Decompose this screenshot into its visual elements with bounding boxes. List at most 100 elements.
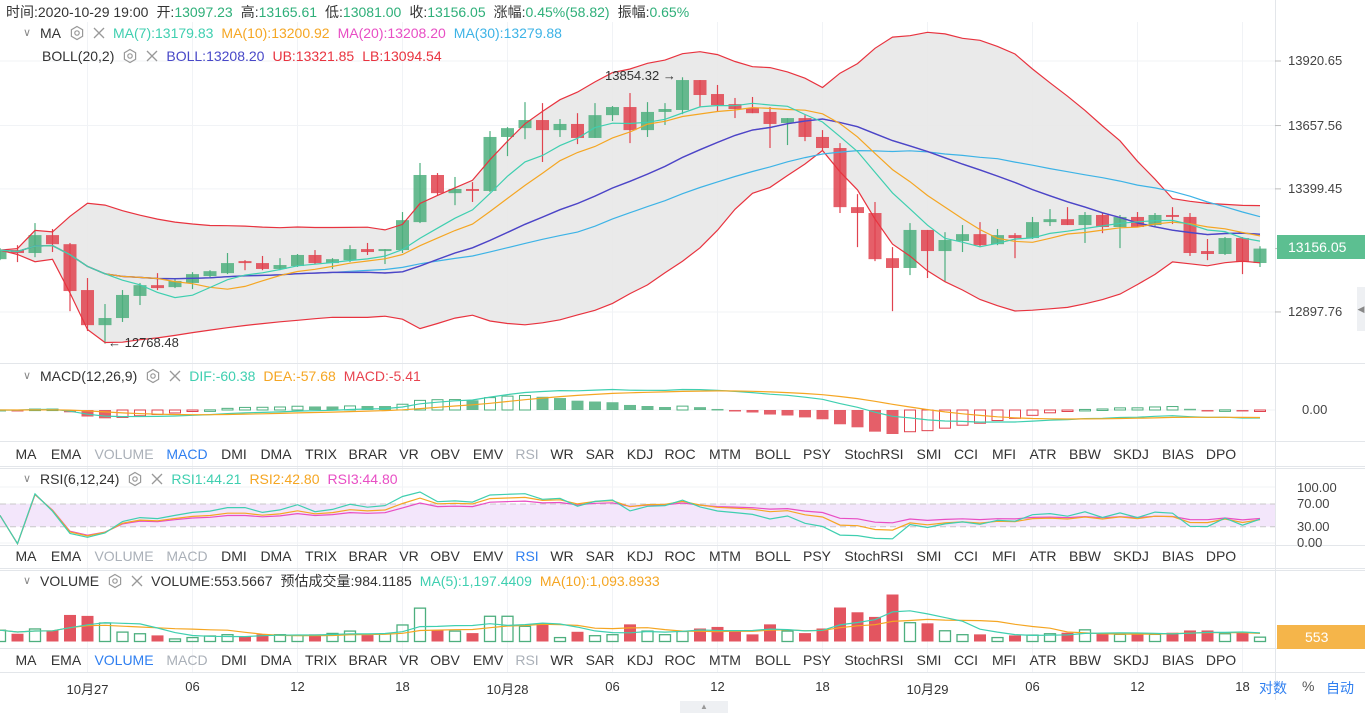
settings-icon[interactable] [69, 25, 85, 41]
indicator-tab-stochrsi[interactable]: StochRSI [844, 548, 904, 564]
indicator-tab-kdj[interactable]: KDJ [626, 548, 654, 564]
indicator-tab-volume[interactable]: VOLUME [94, 446, 154, 462]
indicator-tab-bbw[interactable]: BBW [1069, 446, 1101, 462]
auto-scale-button[interactable]: 自动 [1326, 680, 1354, 696]
rsi-chart[interactable] [0, 491, 1275, 545]
indicator-tab-atr[interactable]: ATR [1029, 548, 1057, 564]
indicator-tab-kdj[interactable]: KDJ [626, 652, 654, 668]
close-icon[interactable] [91, 25, 107, 41]
indicator-tab-roc[interactable]: ROC [664, 652, 696, 668]
indicator-tab-vr[interactable]: VR [399, 652, 419, 668]
indicator-tab-bias[interactable]: BIAS [1162, 652, 1194, 668]
indicator-tab-emv[interactable]: EMV [472, 446, 504, 462]
indicator-tab-mfi[interactable]: MFI [991, 652, 1017, 668]
indicator-tab-macd[interactable]: MACD [166, 548, 208, 564]
indicator-tab-roc[interactable]: ROC [664, 446, 696, 462]
indicator-tab-bbw[interactable]: BBW [1069, 652, 1101, 668]
indicator-tab-rsi[interactable]: RSI [515, 652, 539, 668]
indicator-tab-sar[interactable]: SAR [585, 652, 615, 668]
indicator-tab-mfi[interactable]: MFI [991, 446, 1017, 462]
indicator-tab-wr[interactable]: WR [550, 446, 574, 462]
collapse-chevron-icon[interactable]: ∨ [22, 575, 32, 587]
indicator-tab-mfi[interactable]: MFI [991, 548, 1017, 564]
log-scale-button[interactable]: 对数 [1259, 680, 1287, 696]
indicator-tab-rsi[interactable]: RSI [515, 446, 539, 462]
indicator-tab-vr[interactable]: VR [399, 446, 419, 462]
indicator-tab-mtm[interactable]: MTM [709, 446, 741, 462]
indicator-tab-dpo[interactable]: DPO [1205, 548, 1237, 564]
close-icon[interactable] [129, 573, 145, 589]
collapse-panel-handle[interactable]: ◀ [1357, 287, 1365, 331]
settings-icon[interactable] [107, 573, 123, 589]
indicator-tab-bbw[interactable]: BBW [1069, 548, 1101, 564]
indicator-tab-psy[interactable]: PSY [802, 548, 832, 564]
indicator-tab-dma[interactable]: DMA [260, 548, 292, 564]
settings-icon[interactable] [122, 48, 138, 64]
percent-scale-button[interactable]: % [1302, 678, 1315, 694]
indicator-tab-wr[interactable]: WR [550, 652, 574, 668]
indicator-tab-emv[interactable]: EMV [472, 548, 504, 564]
indicator-tab-boll[interactable]: BOLL [755, 548, 791, 564]
collapse-chevron-icon[interactable]: ∨ [22, 27, 32, 39]
collapse-chevron-icon[interactable]: ∨ [22, 370, 32, 382]
indicator-tab-psy[interactable]: PSY [802, 446, 832, 462]
indicator-tab-atr[interactable]: ATR [1029, 446, 1057, 462]
indicator-tab-macd[interactable]: MACD [166, 446, 208, 462]
indicator-tab-trix[interactable]: TRIX [305, 548, 337, 564]
indicator-tab-dpo[interactable]: DPO [1205, 652, 1237, 668]
indicator-tab-obv[interactable]: OBV [430, 652, 460, 668]
indicator-tab-sar[interactable]: SAR [585, 446, 615, 462]
indicator-tab-dmi[interactable]: DMI [221, 652, 247, 668]
indicator-tab-skdj[interactable]: SKDJ [1113, 446, 1149, 462]
indicator-tab-cci[interactable]: CCI [953, 446, 979, 462]
macd-chart[interactable] [0, 388, 1266, 435]
volume-chart[interactable] [0, 594, 1267, 643]
indicator-tab-macd[interactable]: MACD [166, 652, 208, 668]
indicator-tab-skdj[interactable]: SKDJ [1113, 548, 1149, 564]
indicator-tab-stochrsi[interactable]: StochRSI [844, 446, 904, 462]
indicator-tab-brar[interactable]: BRAR [348, 548, 388, 564]
indicator-tab-brar[interactable]: BRAR [348, 446, 388, 462]
indicator-tab-ema[interactable]: EMA [50, 652, 82, 668]
indicator-tab-rsi[interactable]: RSI [515, 548, 539, 564]
close-icon[interactable] [144, 48, 160, 64]
indicator-tab-emv[interactable]: EMV [472, 652, 504, 668]
expand-bottom-handle[interactable]: ▲ [680, 701, 728, 713]
indicator-tab-cci[interactable]: CCI [953, 652, 979, 668]
indicator-tab-skdj[interactable]: SKDJ [1113, 652, 1149, 668]
indicator-tab-ema[interactable]: EMA [50, 548, 82, 564]
indicator-tab-smi[interactable]: SMI [916, 548, 942, 564]
indicator-tab-bias[interactable]: BIAS [1162, 446, 1194, 462]
indicator-tab-dma[interactable]: DMA [260, 446, 292, 462]
indicator-tab-mtm[interactable]: MTM [709, 652, 741, 668]
indicator-tab-dmi[interactable]: DMI [221, 548, 247, 564]
indicator-tab-boll[interactable]: BOLL [755, 652, 791, 668]
indicator-tab-cci[interactable]: CCI [953, 548, 979, 564]
indicator-tab-obv[interactable]: OBV [430, 446, 460, 462]
indicator-tab-mtm[interactable]: MTM [709, 548, 741, 564]
indicator-tab-wr[interactable]: WR [550, 548, 574, 564]
indicator-tab-dma[interactable]: DMA [260, 652, 292, 668]
indicator-tab-roc[interactable]: ROC [664, 548, 696, 564]
indicator-tab-ma[interactable]: MA [15, 548, 37, 564]
settings-icon[interactable] [145, 368, 161, 384]
indicator-tab-smi[interactable]: SMI [916, 446, 942, 462]
indicator-tab-ma[interactable]: MA [15, 652, 37, 668]
indicator-tab-psy[interactable]: PSY [802, 652, 832, 668]
indicator-tab-kdj[interactable]: KDJ [626, 446, 654, 462]
indicator-tab-trix[interactable]: TRIX [305, 652, 337, 668]
indicator-tab-trix[interactable]: TRIX [305, 446, 337, 462]
indicator-tab-ema[interactable]: EMA [50, 446, 82, 462]
indicator-tab-volume[interactable]: VOLUME [94, 652, 154, 668]
indicator-tab-dmi[interactable]: DMI [221, 446, 247, 462]
indicator-tab-volume[interactable]: VOLUME [94, 548, 154, 564]
indicator-tab-stochrsi[interactable]: StochRSI [844, 652, 904, 668]
candlestick-chart[interactable] [0, 31, 1267, 344]
indicator-tab-dpo[interactable]: DPO [1205, 446, 1237, 462]
indicator-tab-ma[interactable]: MA [15, 446, 37, 462]
indicator-tab-sar[interactable]: SAR [585, 548, 615, 564]
indicator-tab-atr[interactable]: ATR [1029, 652, 1057, 668]
indicator-tab-boll[interactable]: BOLL [755, 446, 791, 462]
indicator-tab-brar[interactable]: BRAR [348, 652, 388, 668]
close-icon[interactable] [167, 368, 183, 384]
